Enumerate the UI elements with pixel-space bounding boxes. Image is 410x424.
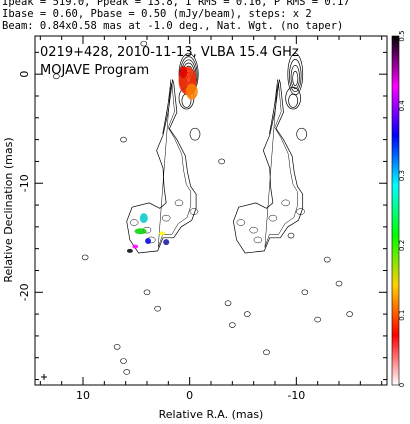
polarization-blob xyxy=(185,83,198,100)
knot-contour xyxy=(236,219,246,226)
y-axis-label: Relative Declination (mas) xyxy=(2,137,15,282)
polarization-color-layer xyxy=(126,65,198,253)
header-block: Ipeak = 519.0, Ppeak = 13.8, I RMS = 0.1… xyxy=(0,0,410,46)
knot-contour xyxy=(253,236,263,244)
header-line-peak: Ipeak = 519.0, Ppeak = 13.8, I RMS = 0.1… xyxy=(2,0,350,8)
contour-ring xyxy=(292,70,299,86)
noise-contour xyxy=(143,289,151,296)
knot-contour xyxy=(174,199,184,207)
colorbar-tick-label: 0 xyxy=(398,383,406,387)
noise-contour xyxy=(154,305,161,312)
colorbar xyxy=(391,35,400,386)
noise-contour xyxy=(287,232,295,239)
knot-contour xyxy=(281,199,290,207)
noise-contour xyxy=(229,322,236,328)
knot-contour xyxy=(268,214,278,222)
colorbar-tick-label: 0.4 xyxy=(398,100,406,112)
x-tick-label: 0 xyxy=(186,389,193,402)
contour-ring xyxy=(290,64,300,90)
noise-contour xyxy=(140,40,148,47)
polarization-blob xyxy=(126,248,133,253)
noise-contour xyxy=(120,358,127,364)
contour-ring xyxy=(289,59,302,93)
colorbar-tick-label: 0.2 xyxy=(398,240,406,251)
noise-contour xyxy=(301,289,309,296)
x-axis-label: Relative R.A. (mas) xyxy=(159,408,264,421)
colorbar-tick-label: 0.3 xyxy=(398,170,406,181)
noise-contour xyxy=(53,73,60,80)
polarization-blob xyxy=(163,239,170,246)
polarization-blob xyxy=(145,238,152,245)
plot-frame xyxy=(34,35,388,386)
y-tick-label: 0 xyxy=(18,71,31,78)
noise-contour xyxy=(120,136,127,143)
beam-marker xyxy=(41,374,47,380)
knot-contour xyxy=(161,214,171,222)
jet-inner-contour xyxy=(157,79,192,248)
polarization-blob xyxy=(158,231,165,236)
noise-contour xyxy=(314,316,321,323)
knot-contour xyxy=(129,219,139,226)
polarization-blob xyxy=(179,65,188,78)
x-tick-label: 10 xyxy=(76,389,90,402)
noise-contour xyxy=(346,311,353,317)
knot-contour xyxy=(296,208,305,215)
axis-ticks: 10 0 -10 0 -10 -20 xyxy=(18,36,387,402)
noise-contour xyxy=(224,300,232,307)
noise-contour xyxy=(335,280,343,287)
noise-contour xyxy=(218,158,225,165)
y-tick-label: -10 xyxy=(18,174,31,192)
jet-outer-contour xyxy=(126,79,197,254)
noise-contour xyxy=(243,311,251,317)
contour-layer xyxy=(53,40,353,375)
noise-contour xyxy=(81,254,89,261)
panel-subtitle: MOJAVE Program xyxy=(40,63,149,78)
jet-outer-contour xyxy=(233,79,304,254)
header-line-beam: Beam: 0.84x0.58 mas at -1.0 deg., Nat. W… xyxy=(2,20,344,32)
contour-ring xyxy=(288,93,299,108)
noise-contour xyxy=(263,349,270,356)
colorbar-tick-label: 0.5 xyxy=(398,30,406,41)
polarization-blob xyxy=(139,213,148,224)
jet-inner-contour xyxy=(264,79,298,248)
knot-contour xyxy=(189,208,199,215)
noise-contour xyxy=(113,344,121,350)
contour-ring xyxy=(285,86,301,110)
noise-contour xyxy=(123,369,131,375)
polarization-blob xyxy=(134,228,147,235)
polarization-blob xyxy=(132,244,139,249)
jet-knot-contour xyxy=(189,127,201,141)
colorbar-tick-label: 0.1 xyxy=(398,310,406,321)
panel-title: 0219+428, 2010-11-13, VLBA 15.4 GHz xyxy=(40,45,299,60)
jet-knot-contour xyxy=(296,127,307,141)
noise-contour xyxy=(323,256,331,263)
knot-contour xyxy=(249,226,258,234)
header-line-base: Ibase = 0.60, Pbase = 0.50 (mJy/beam), s… xyxy=(2,8,312,20)
colorbar-labels: 0 0.1 0.2 0.3 0.4 0.5 xyxy=(398,30,406,387)
y-tick-label: -20 xyxy=(18,283,31,301)
x-tick-label: -10 xyxy=(287,389,305,402)
